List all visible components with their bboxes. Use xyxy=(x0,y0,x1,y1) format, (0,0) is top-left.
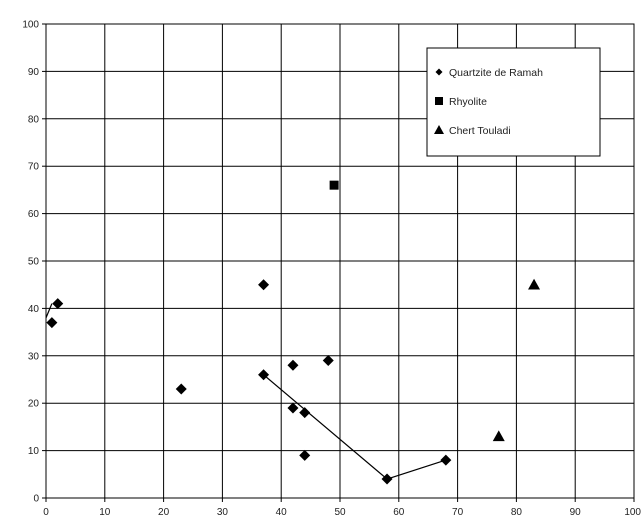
y-tick-label: 90 xyxy=(28,67,40,78)
y-tick-label: 100 xyxy=(22,20,39,31)
data-point-quartzite-de-ramah xyxy=(175,383,187,395)
data-point-quartzite-de-ramah xyxy=(287,402,299,414)
y-tick-label: 40 xyxy=(28,304,40,315)
legend-marker-rhyolite xyxy=(435,97,443,105)
y-tick-label: 80 xyxy=(28,114,40,125)
x-tick-label: 50 xyxy=(334,507,346,518)
data-point-quartzite-de-ramah xyxy=(381,473,393,485)
legend-items: Quartzite de Ramah Rhyolite Chert Touladi xyxy=(434,67,543,137)
y-tick-label: 70 xyxy=(28,162,40,173)
x-tick-label: 0 xyxy=(43,507,49,518)
y-tick-label: 20 xyxy=(28,399,40,410)
y-tick-label: 60 xyxy=(28,209,40,220)
y-tick-label: 30 xyxy=(28,351,40,362)
y-tick-label: 10 xyxy=(28,446,40,457)
data-point-quartzite-de-ramah xyxy=(46,317,58,329)
data-point-quartzite-de-ramah xyxy=(287,359,299,371)
x-tick-label: 90 xyxy=(570,507,582,518)
legend: Quartzite de Ramah Rhyolite Chert Touladi xyxy=(426,47,601,157)
y-tick-label: 0 xyxy=(33,494,39,505)
data-point-rhyolite xyxy=(329,180,339,190)
x-tick-label: 70 xyxy=(452,507,464,518)
data-point-quartzite-de-ramah xyxy=(322,355,334,367)
data-point-quartzite-de-ramah xyxy=(299,407,311,419)
data-point-quartzite-de-ramah xyxy=(440,454,452,466)
x-axis-ticks: 0 10 20 30 40 50 60 70 80 90 100 xyxy=(43,498,641,518)
legend-label-rhyolite: Rhyolite xyxy=(449,96,487,108)
data-points xyxy=(46,180,541,485)
legend-label-chert-touladi: Chert Touladi xyxy=(449,125,511,137)
x-tick-label: 20 xyxy=(158,507,170,518)
data-point-quartzite-de-ramah xyxy=(52,298,64,310)
x-tick-label: 80 xyxy=(511,507,523,518)
y-tick-label: 50 xyxy=(28,257,40,268)
legend-marker-quartzite-de-ramah xyxy=(435,68,443,76)
legend-marker-chert-touladi xyxy=(434,125,444,134)
x-tick-label: 10 xyxy=(99,507,111,518)
x-tick-label: 30 xyxy=(217,507,229,518)
connector-line xyxy=(45,303,53,319)
data-point-chert-touladi xyxy=(528,278,541,290)
data-point-quartzite-de-ramah xyxy=(258,369,270,381)
grid-layer xyxy=(46,24,634,498)
legend-box xyxy=(426,47,601,157)
x-tick-label: 60 xyxy=(393,507,405,518)
data-point-quartzite-de-ramah xyxy=(299,449,311,461)
y-axis-ticks: 0 10 20 30 40 50 60 70 80 90 100 xyxy=(22,20,46,505)
x-tick-label: 100 xyxy=(624,507,641,518)
x-tick-label: 40 xyxy=(276,507,288,518)
data-point-chert-touladi xyxy=(492,430,505,442)
data-point-quartzite-de-ramah xyxy=(258,279,270,291)
legend-label-quartzite-de-ramah: Quartzite de Ramah xyxy=(449,67,543,79)
